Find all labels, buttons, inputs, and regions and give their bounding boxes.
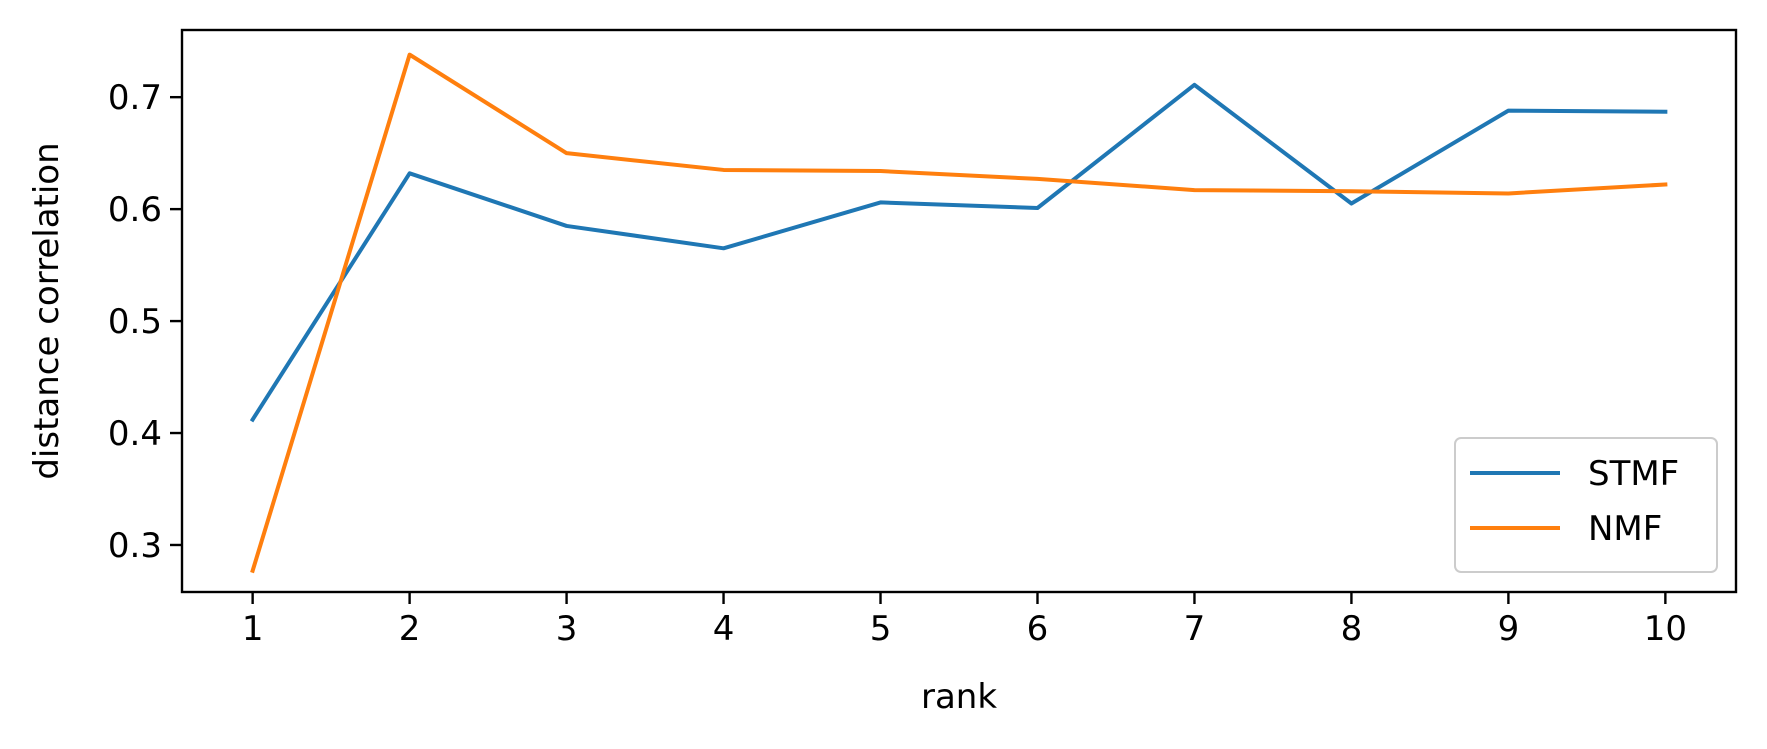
x-tick-label: 9 <box>1498 609 1520 649</box>
x-tick-label: 2 <box>399 609 421 649</box>
x-tick-label: 10 <box>1644 609 1687 649</box>
x-axis: 1 2 3 4 5 6 7 8 9 10 <box>242 592 1687 649</box>
y-tick-label: 0.4 <box>108 414 162 454</box>
series-line-nmf <box>250 52 1668 574</box>
y-tick-label: 0.3 <box>108 526 162 566</box>
x-tick-label: 7 <box>1184 609 1206 649</box>
legend-label-nmf: NMF <box>1588 509 1662 549</box>
legend: STMF NMF <box>1454 437 1718 573</box>
series-layer <box>249 52 1668 574</box>
x-tick-label: 1 <box>242 609 264 649</box>
series-line-stmf <box>249 82 1668 423</box>
x-tick-label: 8 <box>1341 609 1363 649</box>
x-tick-label: 5 <box>870 609 892 649</box>
plot-area-frame <box>180 28 1738 594</box>
legend-label-stmf: STMF <box>1588 454 1679 494</box>
y-tick-label: 0.5 <box>108 302 162 342</box>
y-axis-label: distance correlation <box>27 142 67 479</box>
x-tick-label: 6 <box>1027 609 1049 649</box>
y-tick-label: 0.6 <box>108 190 162 230</box>
x-axis-label: rank <box>921 677 997 717</box>
y-tick-label: 0.7 <box>108 78 162 118</box>
x-tick-label: 4 <box>713 609 735 649</box>
y-axis: 0.3 0.4 0.5 0.6 0.7 <box>108 78 182 566</box>
x-tick-label: 3 <box>556 609 578 649</box>
